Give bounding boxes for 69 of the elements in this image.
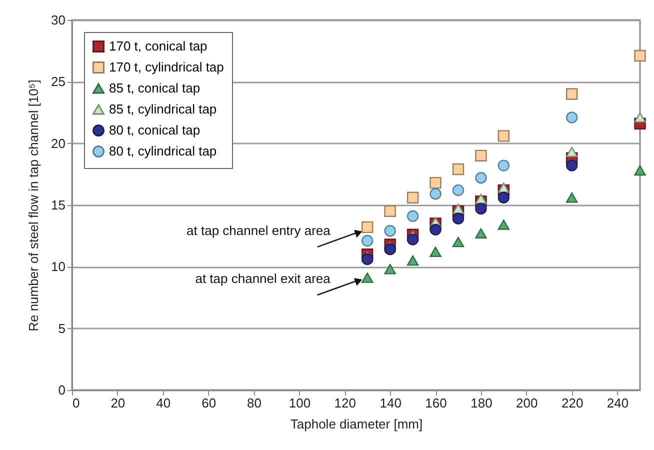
point — [475, 172, 487, 184]
point — [362, 234, 374, 247]
x-tick-label: 200 — [516, 396, 538, 410]
y-tick-label: 20 — [51, 136, 66, 151]
y-tick-label: 10 — [51, 259, 66, 274]
point — [634, 50, 646, 62]
x-tick-label: 20 — [110, 396, 126, 410]
point — [498, 130, 510, 142]
x-tick-label: 80 — [247, 396, 262, 410]
point — [384, 264, 396, 274]
x-tick-label: 160 — [425, 396, 447, 410]
point — [452, 212, 464, 224]
x-tick-label: 40 — [156, 396, 171, 410]
point — [475, 228, 487, 239]
y-tick-label: 5 — [58, 320, 66, 336]
legend-label: 170 t, conical tap — [109, 38, 208, 54]
point — [475, 202, 487, 215]
point — [634, 165, 646, 176]
legend-label: 80 t, cylindrical tap — [109, 144, 217, 158]
point — [384, 205, 396, 218]
x-tick-label: 220 — [561, 396, 584, 410]
point — [566, 88, 578, 100]
point — [362, 253, 374, 266]
x-tick-label: 120 — [334, 396, 356, 410]
point — [384, 244, 396, 256]
y-tick-label: 0 — [58, 382, 66, 398]
point — [634, 112, 646, 123]
point — [430, 246, 442, 258]
point — [406, 234, 419, 246]
y-tick-label: 30 — [51, 12, 66, 28]
point — [406, 255, 419, 266]
point — [362, 221, 374, 234]
point — [452, 204, 464, 214]
x-tick-label: 140 — [380, 396, 402, 410]
legend-label: 85 t, conical tap — [109, 80, 200, 96]
point — [430, 224, 442, 236]
point — [362, 272, 374, 283]
point — [430, 176, 442, 189]
point — [384, 225, 396, 237]
x-tick-label: 180 — [470, 396, 492, 410]
legend-label: 170 t, cylindrical tap — [109, 60, 224, 74]
point — [406, 210, 419, 222]
y-tick-label: 15 — [51, 198, 66, 212]
y-axis-title: Re number of steel flow in tap channel [10⁵] — [26, 80, 42, 332]
point — [406, 192, 419, 204]
point — [566, 146, 578, 158]
point — [498, 182, 510, 193]
x-tick-label: 60 — [202, 396, 216, 410]
x-tick-label: 100 — [288, 396, 311, 410]
x-axis-title: Taphole diameter [mm] — [290, 416, 423, 432]
annotation: at tap channel exit area — [195, 271, 332, 286]
point — [566, 192, 578, 203]
legend-label: 80 t, conical tap — [109, 122, 200, 138]
point — [498, 220, 510, 230]
point — [566, 160, 578, 172]
legend-label: 85 t, cylindrical tap — [109, 102, 217, 116]
point — [498, 192, 510, 204]
point — [452, 184, 464, 196]
x-tick-label: 0 — [72, 396, 80, 410]
point — [475, 194, 487, 204]
point — [430, 188, 442, 200]
point — [566, 112, 578, 124]
y-tick-label: 25 — [51, 74, 66, 90]
x-tick-label: 240 — [606, 396, 629, 410]
point — [452, 236, 464, 248]
point — [475, 150, 487, 162]
point — [452, 163, 464, 176]
point — [498, 160, 510, 172]
annotation: at tap channel entry area — [186, 222, 332, 238]
